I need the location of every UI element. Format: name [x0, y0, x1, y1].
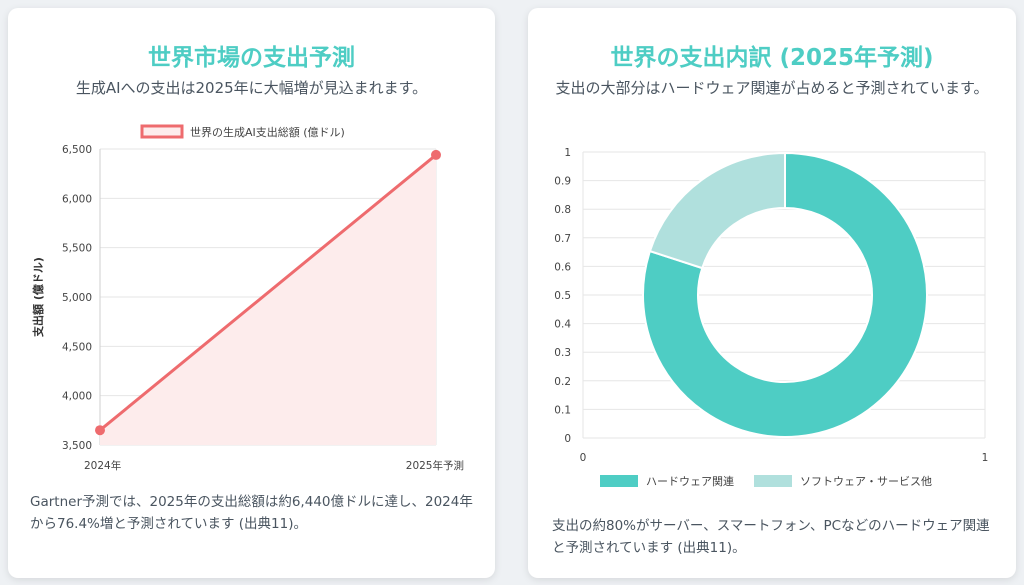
y-tick-label: 6,500 — [62, 144, 92, 156]
y-tick-label: 0.2 — [554, 376, 571, 388]
y-tick-label: 4,000 — [62, 391, 92, 403]
y-tick-label: 0.7 — [554, 233, 571, 245]
legend-label: 世界の生成AI支出総額 (億ドル) — [190, 125, 345, 139]
y-tick-label: 0.1 — [554, 404, 571, 416]
y-tick-label: 4,500 — [62, 341, 92, 353]
source-note: 支出の約80%がサーバー、スマートフォン、PCなどのハードウェア関連と予測されて… — [552, 518, 990, 556]
y-tick-label: 5,500 — [62, 243, 92, 255]
x-tick-label: 2025年予測 — [406, 459, 464, 472]
source-note: Gartner予測では、2025年の支出総額は約6,440億ドルに達し、2024… — [30, 494, 473, 532]
legend: 世界の生成AI支出総額 (億ドル) — [140, 124, 345, 139]
donut-slice — [648, 151, 786, 270]
data-point — [95, 425, 105, 436]
legend-swatch — [140, 124, 184, 139]
y-tick-label: 1 — [564, 147, 571, 159]
data-point — [431, 149, 441, 160]
y-tick-label: 0.3 — [554, 347, 571, 359]
spending-breakdown-card: 世界の支出内訳 (2025年予測) 支出の大部分はハードウェア関連が占めると予測… — [528, 8, 1016, 578]
legend-swatch — [754, 475, 792, 487]
spending-forecast-card: 世界市場の支出予測 生成AIへの支出は2025年に大幅増が見込まれます。 3,5… — [8, 8, 495, 578]
legend-label: ソフトウェア・サービス他 — [800, 475, 932, 488]
x-tick-label: 2024年 — [84, 459, 121, 472]
y-tick-label: 6,000 — [62, 193, 92, 205]
card-title: 世界市場の支出予測 — [148, 45, 355, 71]
line-chart: 3,500 4,000 4,500 5,000 5,500 6,000 6,500 2024年… — [31, 124, 464, 472]
donut-slice — [642, 151, 928, 438]
series-line — [99, 153, 437, 432]
y-tick-label: 5,000 — [62, 292, 92, 304]
card-subtitle: 生成AIへの支出は2025年に大幅増が見込まれます。 — [75, 79, 428, 97]
y-axis-label: 支出額 (億ドル) — [31, 257, 45, 338]
legend: ハードウェア関連 ソフトウェア・サービス他 — [600, 474, 932, 488]
series-area — [100, 154, 436, 446]
y-tick-label: 0.4 — [554, 319, 571, 331]
donut-chart: 0 0.1 0.2 0.3 0.4 0.5 0.6 0.7 0.8 0.9 1 0 1 ハードウェア関連 ソ… — [554, 147, 989, 488]
y-tick-label: 0 — [564, 433, 571, 445]
x-tick-label: 0 — [580, 452, 587, 464]
legend-swatch — [600, 475, 638, 487]
y-tick-label: 0.8 — [554, 204, 571, 216]
card-title: 世界の支出内訳 (2025年予測) — [610, 45, 934, 71]
y-tick-label: 3,500 — [62, 440, 92, 452]
x-tick-label: 1 — [982, 452, 989, 464]
y-tick-label: 0.6 — [554, 261, 571, 273]
y-tick-label: 0.9 — [554, 176, 571, 188]
legend-label: ハードウェア関連 — [646, 474, 734, 488]
y-tick-label: 0.5 — [554, 290, 571, 302]
card-subtitle: 支出の大部分はハードウェア関連が占めると予測されています。 — [555, 79, 989, 97]
